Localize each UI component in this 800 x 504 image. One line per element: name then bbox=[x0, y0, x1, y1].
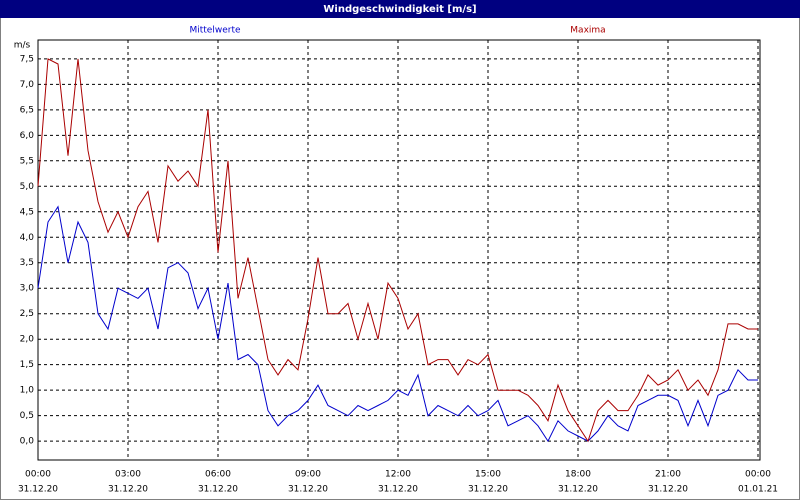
x-tick-label: 00:00 bbox=[745, 470, 771, 480]
chart-title: Windgeschwindigkeit [m/s] bbox=[323, 4, 476, 15]
y-axis-label: m/s bbox=[14, 41, 31, 51]
y-tick-label: 1,5 bbox=[20, 360, 34, 370]
x-tick-label: 00:00 bbox=[25, 470, 51, 480]
y-tick-label: 7,0 bbox=[20, 80, 35, 90]
x-tick-label: 03:00 bbox=[115, 470, 141, 480]
y-tick-label: 0,5 bbox=[20, 411, 34, 421]
x-tick-label: 15:00 bbox=[475, 470, 501, 480]
x-tick-date: 31.12.20 bbox=[108, 485, 148, 495]
x-tick-label: 21:00 bbox=[655, 470, 681, 480]
x-tick-date: 01.01.21 bbox=[738, 485, 778, 495]
x-tick-date: 31.12.20 bbox=[288, 485, 328, 495]
line-series bbox=[37, 205, 758, 443]
y-tick-label: 2,0 bbox=[20, 335, 35, 345]
legend-label: Mittelwerte bbox=[189, 26, 240, 36]
y-tick-label: 4,5 bbox=[20, 207, 34, 217]
x-tick-label: 18:00 bbox=[565, 470, 591, 480]
x-tick-date: 31.12.20 bbox=[198, 485, 238, 495]
line-series bbox=[37, 58, 758, 443]
y-tick-label: 3,5 bbox=[20, 258, 34, 268]
y-tick-label: 6,0 bbox=[20, 131, 35, 141]
y-tick-label: 6,5 bbox=[20, 105, 34, 115]
x-tick-label: 12:00 bbox=[385, 470, 411, 480]
title-bar bbox=[0, 0, 800, 18]
x-tick-date: 31.12.20 bbox=[648, 485, 688, 495]
y-tick-label: 3,0 bbox=[20, 284, 35, 294]
x-tick-date: 31.12.20 bbox=[558, 485, 598, 495]
x-tick-label: 06:00 bbox=[205, 470, 231, 480]
y-tick-label: 2,5 bbox=[20, 309, 34, 319]
x-tick-date: 31.12.20 bbox=[18, 485, 58, 495]
x-tick-date: 31.12.20 bbox=[378, 485, 418, 495]
y-tick-label: 5,0 bbox=[20, 182, 35, 192]
y-tick-label: 5,5 bbox=[20, 156, 34, 166]
y-tick-label: 1,0 bbox=[20, 386, 35, 396]
x-tick-label: 09:00 bbox=[295, 470, 321, 480]
legend-label: Maxima bbox=[570, 26, 605, 36]
y-tick-label: 4,0 bbox=[20, 233, 35, 243]
y-tick-label: 0,0 bbox=[20, 437, 35, 447]
x-tick-date: 31.12.20 bbox=[468, 485, 508, 495]
y-tick-label: 7,5 bbox=[20, 54, 34, 64]
